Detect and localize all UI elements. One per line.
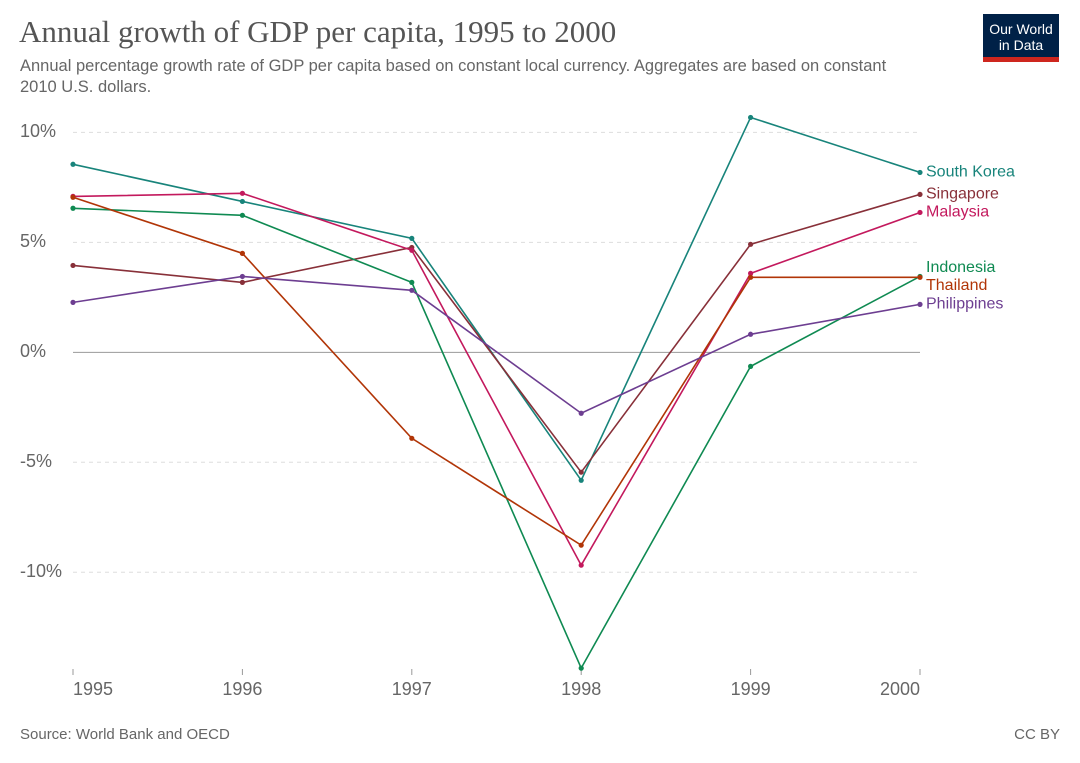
point bbox=[748, 114, 754, 121]
point bbox=[917, 169, 923, 176]
license[interactable]: CC BY bbox=[1014, 726, 1060, 743]
point bbox=[239, 279, 245, 285]
point bbox=[70, 194, 76, 200]
legend-label: Singapore bbox=[926, 186, 999, 203]
point bbox=[70, 205, 76, 211]
point bbox=[409, 279, 415, 285]
point bbox=[578, 665, 584, 671]
point bbox=[239, 190, 245, 196]
legend-label: South Korea bbox=[926, 164, 1015, 181]
point bbox=[409, 247, 415, 253]
source[interactable]: Source: World Bank and OECD bbox=[20, 726, 230, 743]
point bbox=[239, 198, 245, 205]
point bbox=[917, 209, 923, 216]
point bbox=[748, 274, 754, 280]
point bbox=[70, 161, 76, 167]
x-tick-label: 1997 bbox=[392, 679, 432, 699]
x-tick-label: 1999 bbox=[731, 679, 771, 699]
point bbox=[578, 562, 584, 568]
logo[interactable]: Our World in Data bbox=[983, 14, 1059, 62]
series-line bbox=[72, 196, 920, 547]
x-tick-label: 1996 bbox=[222, 679, 262, 699]
x-tick-label: 1995 bbox=[73, 679, 113, 699]
point bbox=[917, 301, 923, 307]
x-tick-label: 2000 bbox=[880, 679, 920, 699]
series-line bbox=[72, 193, 921, 474]
point bbox=[239, 212, 245, 218]
point bbox=[239, 250, 245, 256]
y-tick-label: 5% bbox=[20, 231, 46, 251]
point bbox=[70, 299, 76, 305]
point bbox=[748, 241, 754, 247]
y-tick-label: -5% bbox=[20, 451, 52, 471]
series-line bbox=[72, 116, 921, 482]
point bbox=[578, 542, 584, 548]
point bbox=[748, 331, 754, 337]
y-tick-label: 0% bbox=[20, 341, 46, 361]
point bbox=[409, 287, 415, 293]
point bbox=[409, 235, 415, 241]
point bbox=[917, 274, 923, 280]
x-tick-label: 1998 bbox=[561, 679, 601, 699]
point bbox=[917, 191, 923, 198]
point bbox=[409, 435, 415, 441]
chart-title: Annual growth of GDP per capita, 1995 to… bbox=[19, 14, 617, 49]
point bbox=[578, 469, 584, 475]
series-line bbox=[72, 192, 921, 567]
chart-subtitle: Annual percentage growth rate of GDP per… bbox=[20, 57, 887, 96]
series-line bbox=[72, 275, 921, 415]
y-tick-label: -10% bbox=[20, 561, 62, 581]
legend-label: Indonesia bbox=[926, 259, 995, 276]
point bbox=[578, 410, 584, 416]
point bbox=[748, 363, 754, 369]
legend-label: Malaysia bbox=[926, 204, 989, 221]
y-tick-label: 10% bbox=[20, 121, 56, 141]
series-line bbox=[72, 207, 921, 670]
point bbox=[239, 273, 245, 280]
point bbox=[578, 477, 584, 483]
point bbox=[70, 262, 76, 269]
legend-label: Philippines bbox=[926, 296, 1003, 313]
legend-label: Thailand bbox=[926, 277, 987, 294]
point bbox=[748, 270, 754, 276]
